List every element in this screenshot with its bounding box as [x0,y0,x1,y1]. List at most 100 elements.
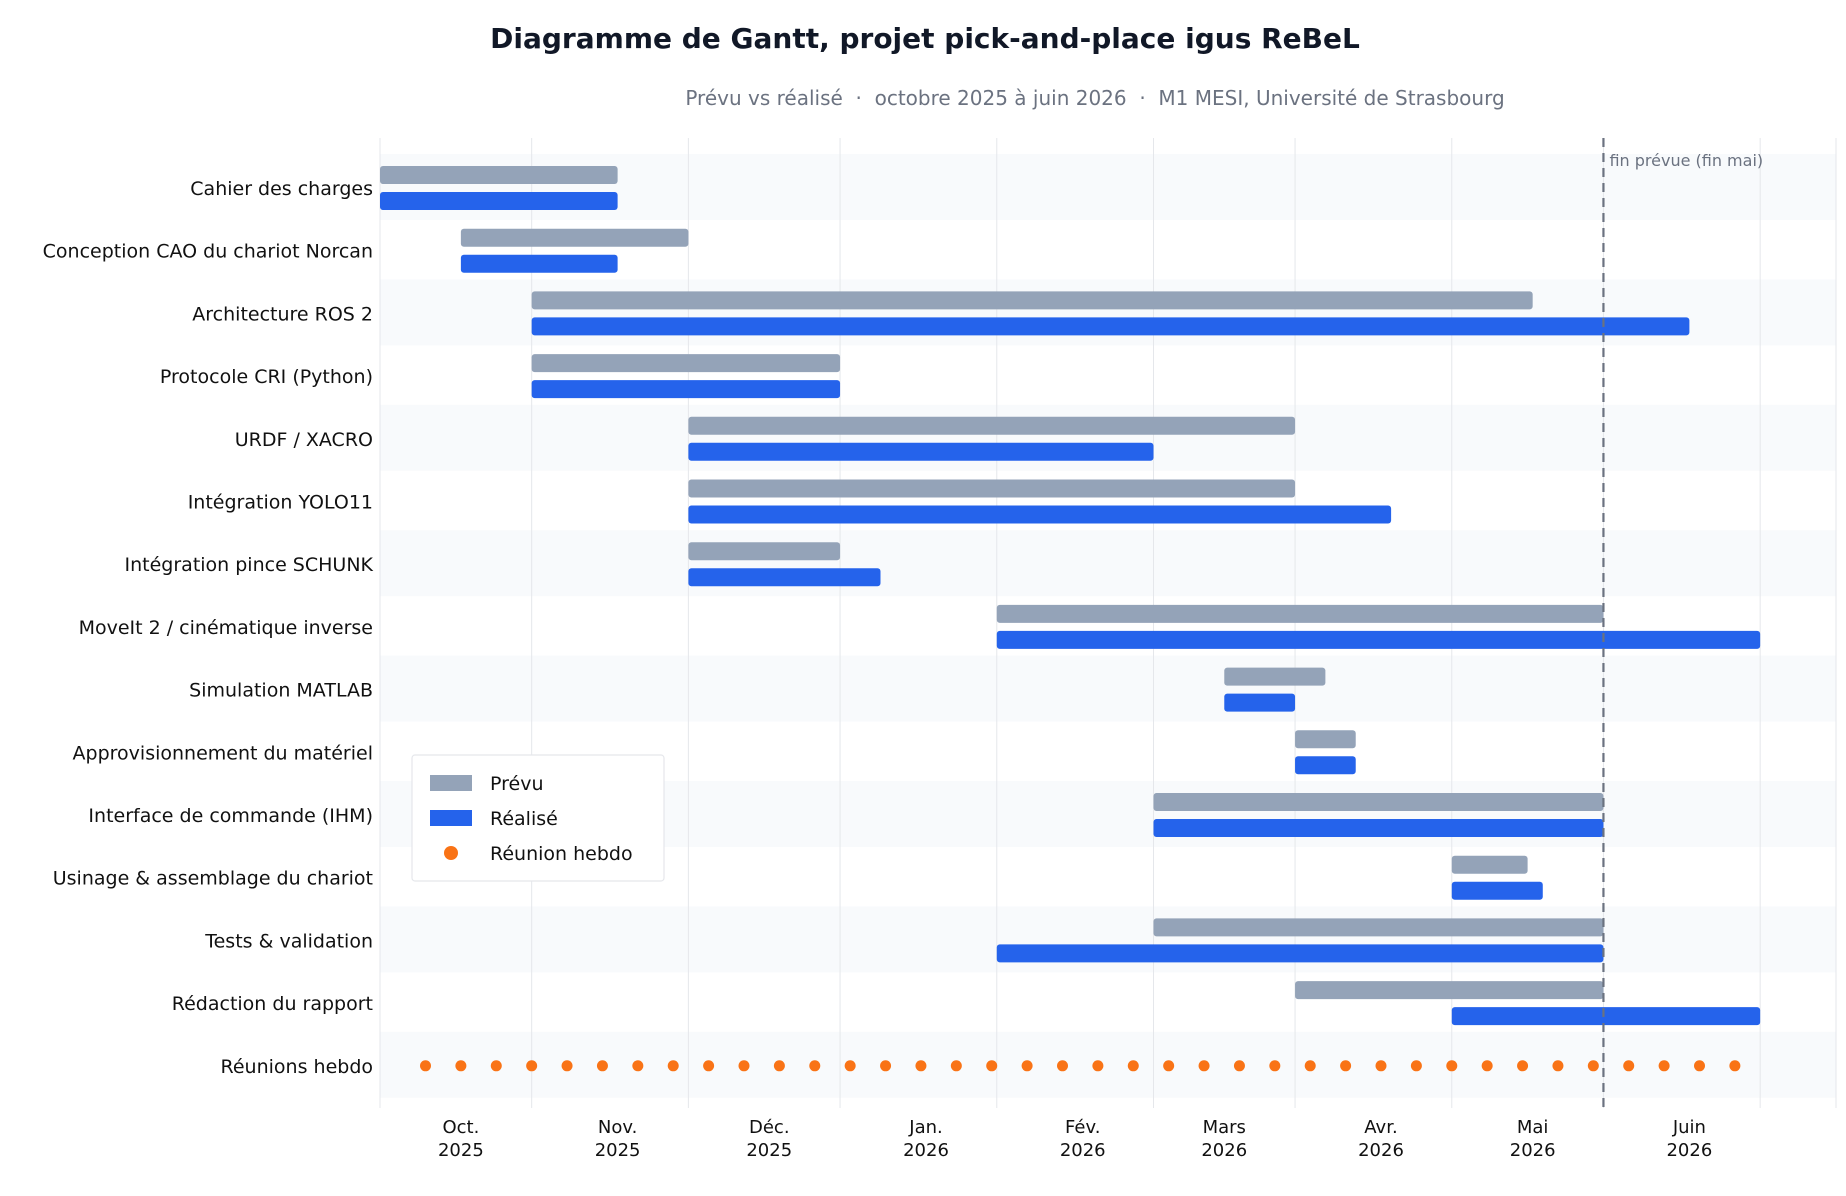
planned-bar [531,354,841,373]
meeting-dot [773,1060,785,1072]
meeting-dot [1198,1060,1210,1072]
deadline-label: fin prévue (fin mai) [1609,151,1763,170]
task-label: Intégration YOLO11 [188,492,373,514]
task-label: Usinage & assemblage du chariot [53,868,373,890]
meeting-dot [1694,1060,1705,1072]
month-tick-label: Oct. [442,1117,479,1138]
meeting-dot [526,1060,538,1072]
meeting-dot [986,1060,998,1072]
meeting-dot [632,1060,644,1072]
meeting-dot [915,1060,927,1072]
task-label: Tests & validation [204,930,373,952]
legend-swatch [430,810,472,826]
legend-swatch [430,775,472,791]
task-label: Interface de commande (IHM) [88,805,373,827]
year-tick-label: 2025 [595,1140,641,1161]
meeting-dot [1729,1060,1741,1072]
meeting-dot [1304,1060,1316,1072]
year-tick-label: 2026 [1666,1140,1712,1161]
meeting-dot [455,1060,467,1072]
meeting-dot [596,1060,608,1072]
meeting-dot [420,1060,431,1072]
year-tick-label: 2026 [1060,1140,1106,1161]
task-label: Rédaction du rapport [172,993,373,1015]
row-bands [380,154,1836,1098]
meeting-dot [1340,1060,1352,1072]
planned-bar [1153,918,1604,937]
year-tick-label: 2025 [746,1140,792,1161]
month-tick-label: Mars [1203,1117,1246,1138]
row-band [380,906,1836,973]
task-label: Intégration pince SCHUNK [125,554,374,576]
meeting-dot [1623,1060,1635,1072]
meeting-dot [1552,1060,1564,1072]
actual-bar [1153,819,1604,837]
meeting-dot [1127,1060,1139,1072]
meeting-dots [420,1060,1741,1072]
year-tick-label: 2026 [903,1140,949,1161]
meeting-dot [1517,1060,1529,1072]
actual-bar [531,317,1690,336]
meeting-dot [1092,1060,1104,1072]
planned-bar [1451,855,1528,874]
meeting-dot [1269,1060,1281,1072]
actual-bar [1295,756,1356,775]
actual-bar [996,630,1761,649]
meeting-dot [950,1060,962,1072]
task-label: Approvisionnement du matériel [73,742,373,764]
task-labels: Cahier des charges Conception CAO du char… [43,178,374,1078]
month-tick-label: Avr. [1364,1117,1397,1138]
meeting-dot [1233,1060,1245,1072]
month-tick-label: Déc. [749,1117,790,1138]
actual-bar [1451,1007,1761,1026]
task-label: MoveIt 2 / cinématique inverse [79,617,373,639]
actual-bar [531,380,841,399]
legend-swatch [444,846,458,860]
year-tick-label: 2026 [1510,1140,1556,1161]
actual-bar [1224,693,1296,712]
task-label: Conception CAO du chariot Norcan [43,241,373,263]
meeting-dot [667,1060,679,1072]
meeting-dot [1658,1060,1670,1072]
planned-bar [1224,667,1326,686]
meeting-dot [1410,1060,1422,1072]
legend-label: Réalisé [490,808,558,830]
actual-bar [688,442,1154,461]
month-tick-label: Juin [1672,1117,1706,1138]
task-label: Cahier des charges [190,178,373,200]
row-band [380,154,1836,220]
meetings-label: Réunions hebdo [221,1056,373,1078]
planned-bar [688,479,1296,498]
row-band [380,530,1836,597]
meeting-dot [1481,1060,1493,1072]
planned-bar [688,416,1296,435]
month-tick-label: Nov. [598,1117,637,1138]
year-tick-label: 2026 [1201,1140,1247,1161]
meeting-dot [1057,1060,1068,1072]
meeting-dot [1021,1060,1033,1072]
legend: Prévu Réalisé Réunion hebdo [411,754,665,882]
actual-bar [996,944,1604,963]
legend-label: Prévu [490,773,544,795]
meeting-dot [1446,1060,1458,1072]
meeting-dot [809,1060,821,1072]
year-tick-label: 2025 [438,1140,484,1161]
meeting-dot [880,1060,892,1072]
meeting-dot [1375,1060,1387,1072]
planned-bar [460,228,689,247]
planned-bar [1153,793,1604,811]
month-tick-label: Jan. [908,1117,942,1138]
actual-bar [1451,881,1543,900]
deadline-marker: fin prévue (fin mai) [1602,138,1763,1108]
task-label: Simulation MATLAB [189,680,373,702]
meeting-dot [844,1060,856,1072]
chart-title: Diagramme de Gantt, projet pick-and-plac… [490,22,1360,55]
row-band [380,404,1836,471]
x-axis-ticks: Oct.2025Nov.2025Déc.2025Jan.2026Fév.2026… [438,1117,1712,1161]
chart-subtitle: Prévu vs réalisé · octobre 2025 à juin 2… [685,86,1504,110]
task-bars [380,166,1761,1026]
legend-label: Réunion hebdo [490,843,633,865]
meeting-dot [738,1060,750,1072]
meeting-dot [703,1060,715,1072]
